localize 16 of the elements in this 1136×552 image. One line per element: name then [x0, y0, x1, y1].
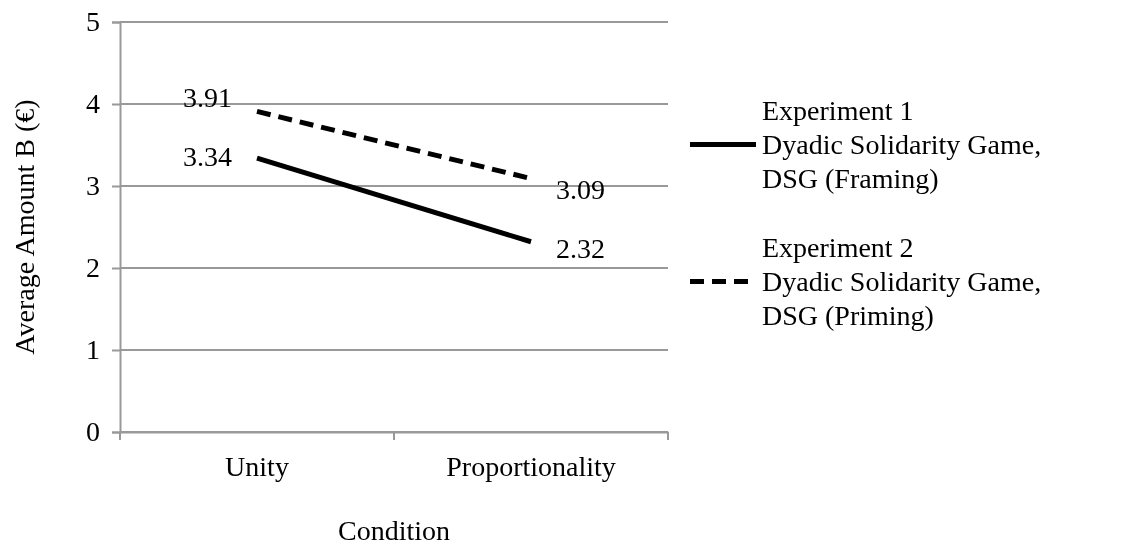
y-tick-label: 1: [86, 334, 100, 366]
y-axis-title: Average Amount B (€): [9, 99, 40, 355]
y-tick-label: 0: [86, 416, 100, 448]
data-label: 2.32: [556, 232, 605, 264]
data-label: 3.91: [183, 82, 232, 114]
legend-label: Experiment 1 Dyadic Solidarity Game, DSG (Framing): [762, 95, 1042, 194]
y-tick-label: 2: [86, 252, 100, 284]
data-label: 3.09: [556, 173, 605, 205]
y-tick-label: 4: [86, 88, 100, 120]
legend-label: Experiment 2 Dyadic Solidarity Game, DSG (Priming): [762, 232, 1042, 331]
x-tick-label: Proportionality: [446, 450, 616, 482]
data-label: 3.34: [183, 141, 232, 173]
x-axis-title: Condition: [337, 515, 451, 546]
y-tick-label: 3: [86, 170, 100, 202]
x-tick-label: Unity: [225, 450, 289, 482]
y-tick-label: 5: [86, 6, 100, 38]
